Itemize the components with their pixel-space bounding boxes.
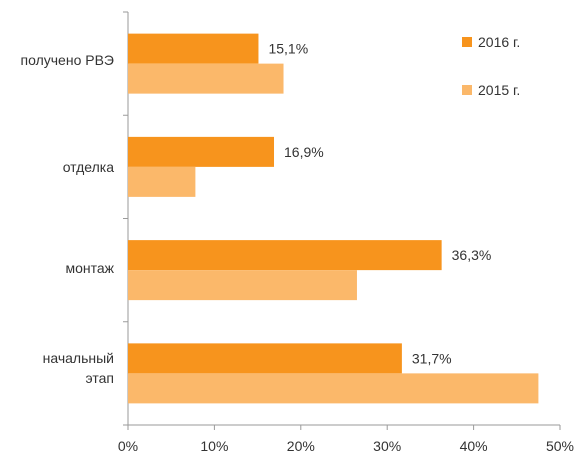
legend-item-2016: 2016 г. [462,32,520,52]
x-tick-label: 30% [373,438,401,454]
bar-2016-1 [128,136,275,167]
bar-2015-3 [128,373,539,404]
x-tick-label: 0% [118,438,138,454]
data-label: 15,1% [268,41,308,57]
data-label: 16,9% [284,144,324,160]
category-label-rve: получено РВЭ [20,52,114,68]
bar-2015-2 [128,270,357,301]
bar-2016-0 [128,33,259,64]
legend: 2016 г. 2015 г. [462,32,520,128]
x-tick-label: 40% [460,438,488,454]
bar-2015-0 [128,63,284,94]
bar-2016-3 [128,343,402,374]
x-tick-label: 20% [287,438,315,454]
data-label: 36,3% [452,247,492,263]
legend-swatch-2016 [462,37,472,47]
category-label-otdelka: отделка [62,159,114,175]
bar-2016-2 [128,240,442,271]
legend-item-2015: 2015 г. [462,80,520,100]
legend-label-2015: 2015 г. [478,82,521,98]
x-tick-label: 10% [200,438,228,454]
legend-label-2016: 2016 г. [478,34,521,50]
x-tick-label: 50% [546,438,574,454]
category-label-nachalny-etap: начальный этап [42,350,114,386]
category-label-montazh: монтаж [65,260,114,276]
legend-swatch-2015 [462,85,472,95]
data-label: 31,7% [412,350,452,366]
bar-2015-1 [128,166,196,197]
